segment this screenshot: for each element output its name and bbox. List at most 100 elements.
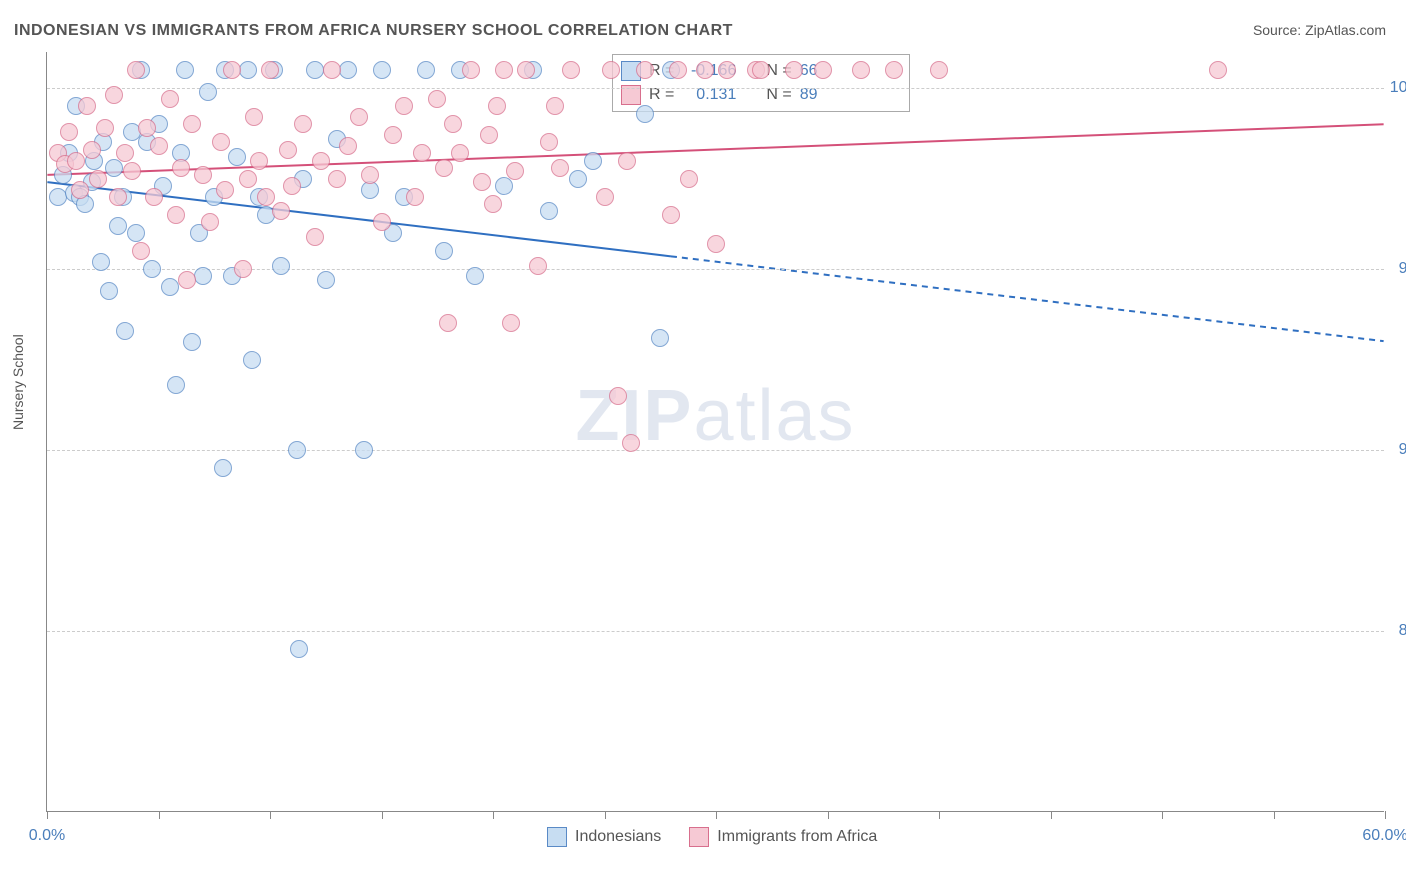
legend-item: Immigrants from Africa — [689, 827, 877, 847]
legend-swatch — [689, 827, 709, 847]
scatter-point — [495, 61, 513, 79]
scatter-point — [785, 61, 803, 79]
scatter-point — [707, 235, 725, 253]
scatter-point — [384, 126, 402, 144]
scatter-point — [83, 141, 101, 159]
watermark-rest: atlas — [693, 376, 855, 456]
scatter-point — [78, 97, 96, 115]
scatter-point — [814, 61, 832, 79]
x-tick — [1274, 811, 1275, 819]
scatter-point — [183, 115, 201, 133]
legend-item: Indonesians — [547, 827, 661, 847]
scatter-point — [517, 61, 535, 79]
scatter-point — [718, 61, 736, 79]
scatter-point — [317, 271, 335, 289]
gridline — [47, 88, 1384, 89]
x-tick — [270, 811, 271, 819]
scatter-point — [245, 108, 263, 126]
scatter-point — [636, 61, 654, 79]
scatter-point — [435, 159, 453, 177]
scatter-point — [435, 242, 453, 260]
x-tick — [1162, 811, 1163, 819]
x-tick — [1051, 811, 1052, 819]
scatter-point — [105, 159, 123, 177]
scatter-point — [373, 61, 391, 79]
plot-area: ZIPatlas R =-0.166N =66R =0.131N =89 Ind… — [46, 52, 1384, 812]
scatter-point — [529, 257, 547, 275]
scatter-point — [680, 170, 698, 188]
scatter-point — [350, 108, 368, 126]
x-tick — [382, 811, 383, 819]
scatter-point — [167, 206, 185, 224]
scatter-point — [150, 137, 168, 155]
scatter-point — [361, 166, 379, 184]
trend-line-solid — [47, 124, 1383, 175]
scatter-point — [138, 119, 156, 137]
scatter-point — [167, 376, 185, 394]
scatter-point — [622, 434, 640, 452]
x-tick — [159, 811, 160, 819]
scatter-point — [540, 202, 558, 220]
scatter-point — [223, 61, 241, 79]
x-tick — [493, 811, 494, 819]
scatter-point — [132, 242, 150, 260]
scatter-point — [161, 278, 179, 296]
scatter-point — [199, 83, 217, 101]
scatter-point — [279, 141, 297, 159]
scatter-point — [71, 181, 89, 199]
scatter-point — [609, 387, 627, 405]
scatter-point — [618, 152, 636, 170]
scatter-point — [562, 61, 580, 79]
scatter-point — [596, 188, 614, 206]
scatter-point — [662, 206, 680, 224]
scatter-point — [89, 170, 107, 188]
legend-label: Indonesians — [575, 828, 661, 846]
scatter-point — [473, 173, 491, 191]
scatter-point — [96, 119, 114, 137]
series-legend: Indonesians Immigrants from Africa — [547, 827, 877, 847]
legend-label: Immigrants from Africa — [717, 828, 877, 846]
scatter-point — [272, 257, 290, 275]
scatter-point — [306, 61, 324, 79]
legend-row: R =0.131N =89 — [621, 83, 901, 107]
scatter-point — [201, 213, 219, 231]
scatter-point — [239, 170, 257, 188]
x-tick — [1385, 811, 1386, 819]
scatter-point — [339, 137, 357, 155]
scatter-point — [183, 333, 201, 351]
x-tick — [939, 811, 940, 819]
scatter-point — [67, 152, 85, 170]
chart-title: INDONESIAN VS IMMIGRANTS FROM AFRICA NUR… — [14, 22, 733, 40]
scatter-point — [488, 97, 506, 115]
scatter-point — [466, 267, 484, 285]
scatter-point — [109, 217, 127, 235]
scatter-point — [212, 133, 230, 151]
scatter-point — [116, 322, 134, 340]
scatter-point — [194, 166, 212, 184]
scatter-point — [1209, 61, 1227, 79]
scatter-point — [109, 188, 127, 206]
scatter-point — [852, 61, 870, 79]
scatter-point — [294, 115, 312, 133]
scatter-point — [651, 329, 669, 347]
scatter-point — [272, 202, 290, 220]
scatter-point — [484, 195, 502, 213]
scatter-point — [413, 144, 431, 162]
scatter-point — [323, 61, 341, 79]
scatter-point — [194, 267, 212, 285]
scatter-point — [602, 61, 620, 79]
scatter-point — [216, 181, 234, 199]
scatter-point — [417, 61, 435, 79]
scatter-point — [462, 61, 480, 79]
scatter-point — [288, 441, 306, 459]
scatter-point — [502, 314, 520, 332]
source-label: Source: ZipAtlas.com — [1253, 22, 1386, 38]
scatter-point — [439, 314, 457, 332]
scatter-point — [178, 271, 196, 289]
scatter-point — [239, 61, 257, 79]
scatter-point — [283, 177, 301, 195]
scatter-point — [214, 459, 232, 477]
scatter-point — [261, 61, 279, 79]
x-tick-label: 60.0% — [1362, 827, 1406, 845]
scatter-point — [234, 260, 252, 278]
